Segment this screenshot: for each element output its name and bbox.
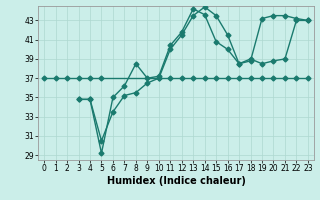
X-axis label: Humidex (Indice chaleur): Humidex (Indice chaleur) [107, 176, 245, 186]
